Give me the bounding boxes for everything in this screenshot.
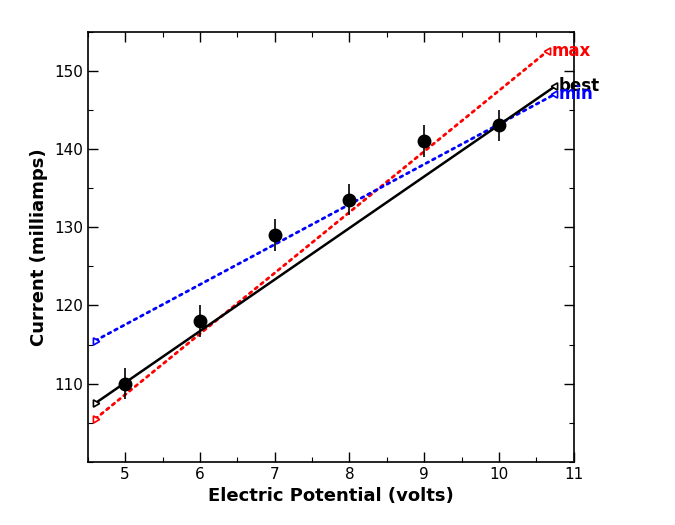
Text: min: min: [559, 85, 593, 103]
Text: max: max: [551, 42, 591, 60]
Y-axis label: Current (milliamps): Current (milliamps): [30, 148, 49, 345]
X-axis label: Electric Potential (volts): Electric Potential (volts): [208, 487, 454, 506]
Text: best: best: [559, 77, 600, 96]
